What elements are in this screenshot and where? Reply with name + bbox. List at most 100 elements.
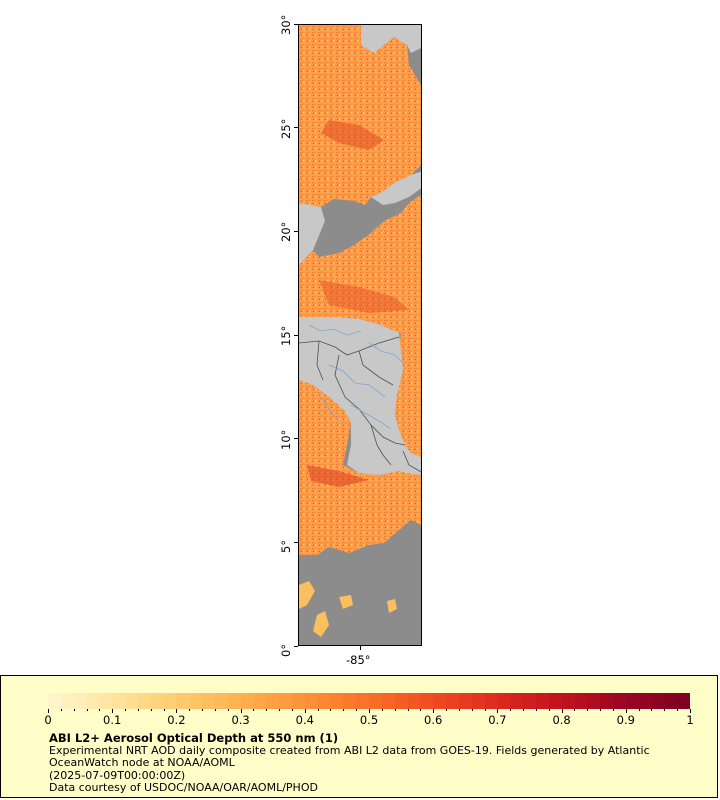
colorbar-segment (176, 693, 190, 709)
colorbar-tick (587, 709, 589, 711)
colorbar-tick (163, 709, 165, 711)
colorbar-segment (112, 693, 126, 709)
colorbar-tick (612, 709, 614, 711)
colorbar-segment (60, 693, 74, 709)
colorbar-tick (381, 709, 383, 711)
legend-description: Experimental NRT AOD daily composite cre… (49, 743, 650, 769)
colorbar-tick (561, 709, 563, 713)
colorbar-tick (99, 709, 101, 711)
colorbar-tick (651, 709, 653, 711)
colorbar-tick (343, 709, 345, 711)
colorbar-tick (356, 709, 358, 711)
colorbar-tick (497, 709, 499, 713)
colorbar-segment (240, 693, 254, 709)
land-yucatan (299, 203, 325, 265)
colorbar (48, 693, 691, 709)
colorbar-ticks (48, 709, 691, 717)
legend-panel: 0 0.1 0.2 0.3 0.4 0.5 0.6 0.7 0.8 0.9 1 ABI L2+ Ae… (0, 675, 718, 798)
colorbar-tick (86, 709, 88, 711)
colorbar-tick (266, 709, 268, 711)
legend-credit: Data courtesy of USDOC/NOAA/OAR/AOML/PHO… (49, 781, 318, 794)
rivers (308, 324, 404, 430)
colorbar-tick (253, 709, 255, 711)
colorbar-tick-label: 0.1 (103, 713, 122, 727)
colorbar-segment (189, 693, 203, 709)
colorbar-tick (304, 709, 306, 713)
colorbar-tick (484, 709, 486, 711)
lat-tick (294, 334, 298, 336)
colorbar-segment (48, 693, 61, 709)
lat-tick (294, 127, 298, 129)
colorbar-segment (99, 693, 113, 709)
colorbar-segment (202, 693, 215, 709)
map-frame[interactable] (298, 24, 422, 646)
colorbar-tick (279, 709, 281, 711)
colorbar-segment (420, 693, 434, 709)
aod-field-pacific-coast (299, 380, 351, 465)
colorbar-tick (690, 709, 691, 713)
colorbar-segment (381, 693, 395, 709)
lat-tick-label: 0° (279, 643, 293, 657)
lat-tick (294, 645, 298, 647)
colorbar-segment (587, 693, 601, 709)
land-cuba (371, 171, 421, 205)
colorbar-tick (369, 709, 370, 713)
colorbar-segment (137, 693, 151, 709)
colorbar-tick (574, 709, 576, 711)
colorbar-segment (317, 693, 331, 709)
legend-timestamp: (2025-07-09T00:00:00Z) (49, 768, 186, 782)
colorbar-tick (600, 709, 602, 711)
colorbar-segment (471, 693, 485, 709)
colorbar-segment (613, 693, 626, 709)
colorbar-tick (60, 709, 62, 711)
colorbar-tick (176, 709, 178, 713)
colorbar-tick (150, 709, 152, 711)
lat-tick (294, 541, 298, 543)
colorbar-tick-label: 0.9 (616, 713, 635, 727)
colorbar-segment (407, 693, 421, 709)
colorbar-segment (86, 693, 100, 709)
colorbar-segment (446, 693, 459, 709)
colorbar-tick-label: 0.8 (552, 713, 571, 727)
colorbar-segment (497, 693, 511, 709)
colorbar-segment (356, 693, 370, 709)
lat-tick (294, 23, 298, 25)
colorbar-segment (266, 693, 280, 709)
country-borders (299, 336, 421, 473)
colorbar-tick (227, 709, 229, 711)
colorbar-segment (677, 693, 691, 709)
colorbar-segment (214, 693, 228, 709)
land-central-america (299, 317, 421, 475)
colorbar-tick (407, 709, 409, 711)
aod-field-north (299, 25, 421, 207)
colorbar-segment (600, 693, 614, 709)
colorbar-tick (137, 709, 139, 711)
colorbar-segment (574, 693, 588, 709)
colorbar-tick (471, 709, 473, 711)
colorbar-tick-label: 0.6 (424, 713, 443, 727)
colorbar-segment (253, 693, 267, 709)
colorbar-tick (420, 709, 422, 711)
lat-tick-label: 25° (279, 118, 293, 139)
colorbar-tick (664, 709, 666, 711)
lat-tick-label: 15° (279, 325, 293, 346)
colorbar-tick (291, 709, 293, 711)
aod-field-central (299, 195, 421, 337)
aod-high-streak (307, 465, 369, 487)
colorbar-segment (304, 693, 318, 709)
colorbar-segment (536, 693, 549, 709)
colorbar-segment (625, 693, 639, 709)
lat-tick-label: 20° (279, 221, 293, 243)
colorbar-tick (638, 709, 640, 711)
lon-tick (360, 646, 361, 650)
lat-tick (294, 230, 298, 232)
colorbar-segment (561, 693, 575, 709)
aod-high-streak (319, 280, 409, 313)
colorbar-tick (330, 709, 332, 711)
lon-tick-label: -85° (346, 653, 371, 667)
legend-title: ABI L2+ Aerosol Optical Depth at 550 nm … (49, 731, 339, 745)
colorbar-segment (279, 693, 293, 709)
lat-tick-label: 10° (279, 429, 293, 450)
colorbar-segment (510, 693, 524, 709)
colorbar-segment (227, 693, 241, 709)
